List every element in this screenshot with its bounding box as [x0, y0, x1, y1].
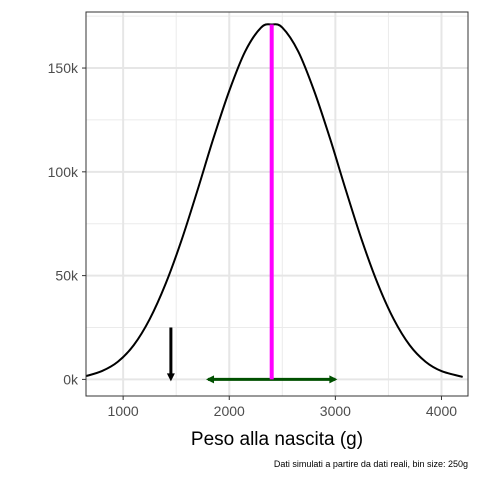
- annotations: [166, 327, 338, 384]
- x-axis-title: Peso alla nascita (g): [191, 429, 363, 450]
- range-arrow-head-right: [329, 375, 338, 384]
- range-arrow-head-left: [206, 375, 215, 384]
- grid: [86, 12, 468, 396]
- x-tick-label: 4000: [426, 403, 457, 419]
- y-tick-label: 0k: [63, 371, 79, 387]
- y-tick-label: 50k: [55, 268, 79, 284]
- distribution-curve: [85, 23, 463, 378]
- x-tick-label: 2000: [214, 403, 245, 419]
- panel-border: [85, 11, 469, 397]
- y-tick-label: 100k: [48, 164, 79, 180]
- down-arrow-head: [166, 373, 175, 382]
- axes: 1000 2000 3000 4000 0k 50k 100k 150k: [48, 60, 458, 419]
- x-tick-label: 1000: [108, 403, 139, 419]
- x-tick-label: 3000: [320, 403, 351, 419]
- y-tick-label: 150k: [48, 60, 79, 76]
- chart-caption: Dati simulati a partire da dati reali, b…: [274, 459, 468, 469]
- series: [85, 23, 463, 380]
